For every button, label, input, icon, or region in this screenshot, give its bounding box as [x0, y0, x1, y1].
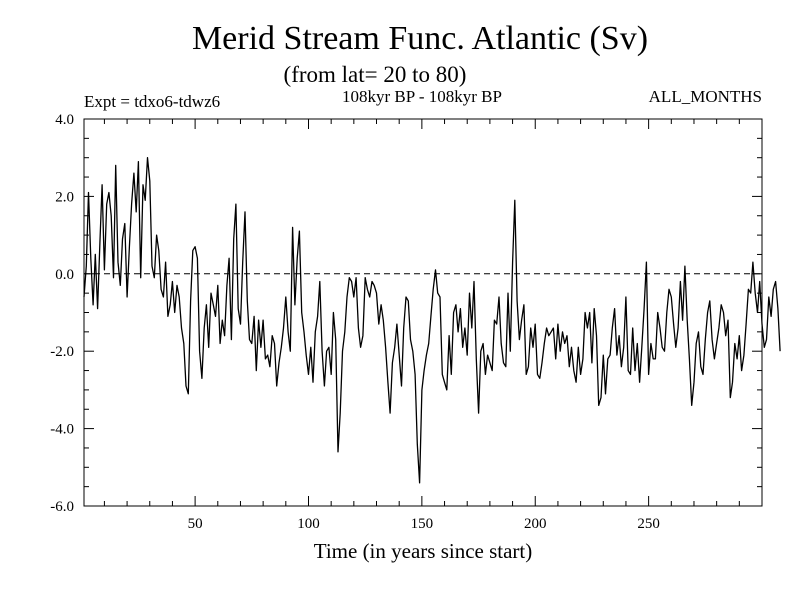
y-tick-label: -2.0	[50, 344, 74, 360]
annotation-period: 108kyr BP - 108kyr BP	[342, 87, 502, 106]
x-tick-label: 100	[297, 516, 320, 532]
annotation-expt: Expt = tdxo6-tdwz6	[84, 92, 220, 111]
y-tick-label: 4.0	[55, 112, 74, 128]
y-tick-label: -4.0	[50, 422, 74, 438]
tick-labels: 50 100 150 200 250 4.0 2.0 0.0 -2.0 -4.0 -6.0	[50, 112, 660, 532]
chart-subtitle: (from lat= 20 to 80)	[284, 62, 467, 87]
series-line	[83, 157, 781, 484]
annotation-months: ALL_MONTHS	[649, 87, 762, 106]
y-tick-label: 2.0	[55, 189, 74, 205]
x-tick-label: 150	[411, 516, 434, 532]
x-tick-label: 50	[188, 516, 203, 532]
y-tick-label: 0.0	[55, 267, 74, 283]
plot-frame	[83, 118, 763, 507]
minor-ticks	[84, 119, 762, 506]
chart-title: Merid Stream Func. Atlantic (Sv)	[192, 20, 648, 57]
y-tick-label: -6.0	[50, 499, 74, 515]
x-axis-label: Time (in years since start)	[314, 539, 533, 563]
x-tick-label: 200	[524, 516, 547, 532]
major-ticks	[84, 118, 762, 507]
x-tick-label: 250	[637, 516, 660, 532]
